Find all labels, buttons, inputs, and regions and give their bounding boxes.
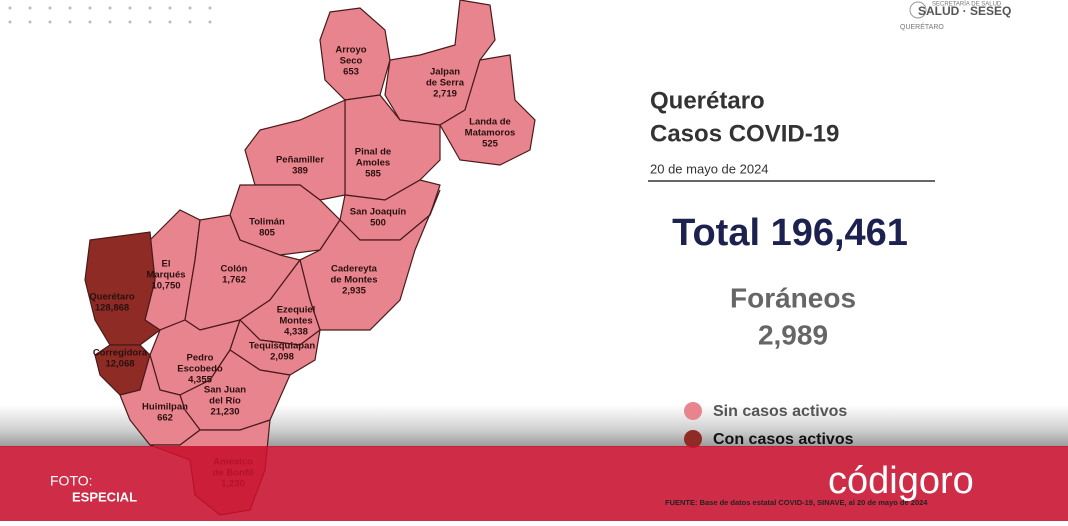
subtitle: Casos COVID-19 bbox=[650, 120, 839, 147]
municipality-name: Seco bbox=[340, 56, 363, 67]
municipality-name: Pedro bbox=[187, 353, 214, 364]
dots-decoration bbox=[8, 6, 212, 24]
municipality-cases: 4,355 bbox=[188, 375, 212, 386]
municipality-cases: 12,068 bbox=[105, 359, 134, 370]
municipality bbox=[84, 231, 162, 346]
legend-swatch bbox=[684, 402, 702, 420]
municipality-name: Ezequiel bbox=[277, 305, 316, 316]
municipality-cases: 653 bbox=[343, 67, 359, 78]
municipality-name: Amoles bbox=[356, 158, 390, 169]
map bbox=[84, 0, 536, 516]
municipality-name: Arroyo bbox=[335, 45, 366, 56]
municipality bbox=[119, 352, 201, 446]
municipality-name: Colón bbox=[221, 264, 248, 275]
org-small: SECRETARÍA DE SALUD bbox=[932, 1, 1002, 8]
municipality-name: Huimilpan bbox=[142, 402, 188, 413]
municipality-name: Jalpan bbox=[430, 67, 460, 78]
municipality-name: de Montes bbox=[331, 275, 378, 286]
municipality-name: Marqués bbox=[146, 270, 185, 281]
legend: Sin casos activos Con casos activos bbox=[684, 402, 854, 448]
municipality-name: San Juan bbox=[204, 385, 246, 396]
municipality-cases: 2,935 bbox=[342, 286, 366, 297]
municipality-cases: 525 bbox=[482, 139, 499, 150]
municipality-name: Peñamiller bbox=[276, 155, 324, 166]
municipality-cases: 2,098 bbox=[270, 352, 294, 363]
municipality-cases: 805 bbox=[259, 228, 276, 239]
municipality-name: Querétaro bbox=[89, 292, 135, 303]
municipality bbox=[439, 54, 536, 166]
municipality-cases: 500 bbox=[370, 218, 386, 229]
source: FUENTE: Base de datos estatal COVID-19, … bbox=[665, 498, 928, 507]
municipality-cases: 128,868 bbox=[95, 303, 129, 314]
municipality-cases: 585 bbox=[365, 169, 382, 180]
municipality-cases: 1,762 bbox=[222, 275, 246, 286]
foraneos-value: 2,989 bbox=[758, 319, 828, 350]
legend-swatch bbox=[684, 430, 702, 448]
municipality-cases: 10,750 bbox=[151, 281, 180, 292]
municipality-name: El bbox=[162, 259, 171, 270]
date: 20 de mayo de 2024 bbox=[650, 161, 769, 176]
municipality-name: Corregidora bbox=[93, 348, 148, 359]
total: Total 196,461 bbox=[672, 212, 908, 254]
municipality-name: Cadereyta bbox=[331, 264, 378, 275]
municipality-cases: 389 bbox=[292, 166, 308, 177]
photo-credit: ESPECIAL bbox=[72, 489, 137, 504]
municipality-name: San Joaquín bbox=[350, 207, 407, 218]
municipality-name: Matamoros bbox=[465, 128, 516, 139]
state-small: QUERÉTARO bbox=[900, 22, 944, 31]
municipality-name: Escobedo bbox=[177, 364, 223, 375]
foraneos-label: Foráneos bbox=[730, 282, 856, 313]
municipality-cases: 21,230 bbox=[210, 407, 239, 418]
municipality-name: Montes bbox=[279, 316, 312, 327]
municipality-name: Pinal de bbox=[355, 147, 391, 158]
municipality-name: Landa de bbox=[469, 117, 511, 128]
municipality-name: Tequisquiapan bbox=[249, 341, 316, 352]
municipality-cases: 662 bbox=[157, 413, 173, 424]
logo-seal bbox=[909, 1, 927, 19]
municipality-cases: 2,719 bbox=[433, 89, 457, 100]
footer-band bbox=[0, 446, 1068, 521]
municipality-name: del Río bbox=[209, 396, 241, 407]
logo: SECRETARÍA DE SALUD SALUD · SESEQ QUERÉT… bbox=[900, 1, 1011, 31]
legend-label: Con casos activos bbox=[713, 431, 854, 448]
title: Querétaro bbox=[650, 87, 765, 114]
brand: códigoro bbox=[828, 460, 974, 502]
municipality-name: de Serra bbox=[426, 78, 465, 89]
legend-label: Sin casos activos bbox=[713, 403, 847, 420]
photo-label: FOTO: bbox=[50, 473, 93, 489]
municipality-cases: 4,338 bbox=[284, 327, 308, 338]
org: SALUD · SESEQ bbox=[918, 4, 1011, 18]
municipality-name: Tolimán bbox=[249, 217, 285, 228]
